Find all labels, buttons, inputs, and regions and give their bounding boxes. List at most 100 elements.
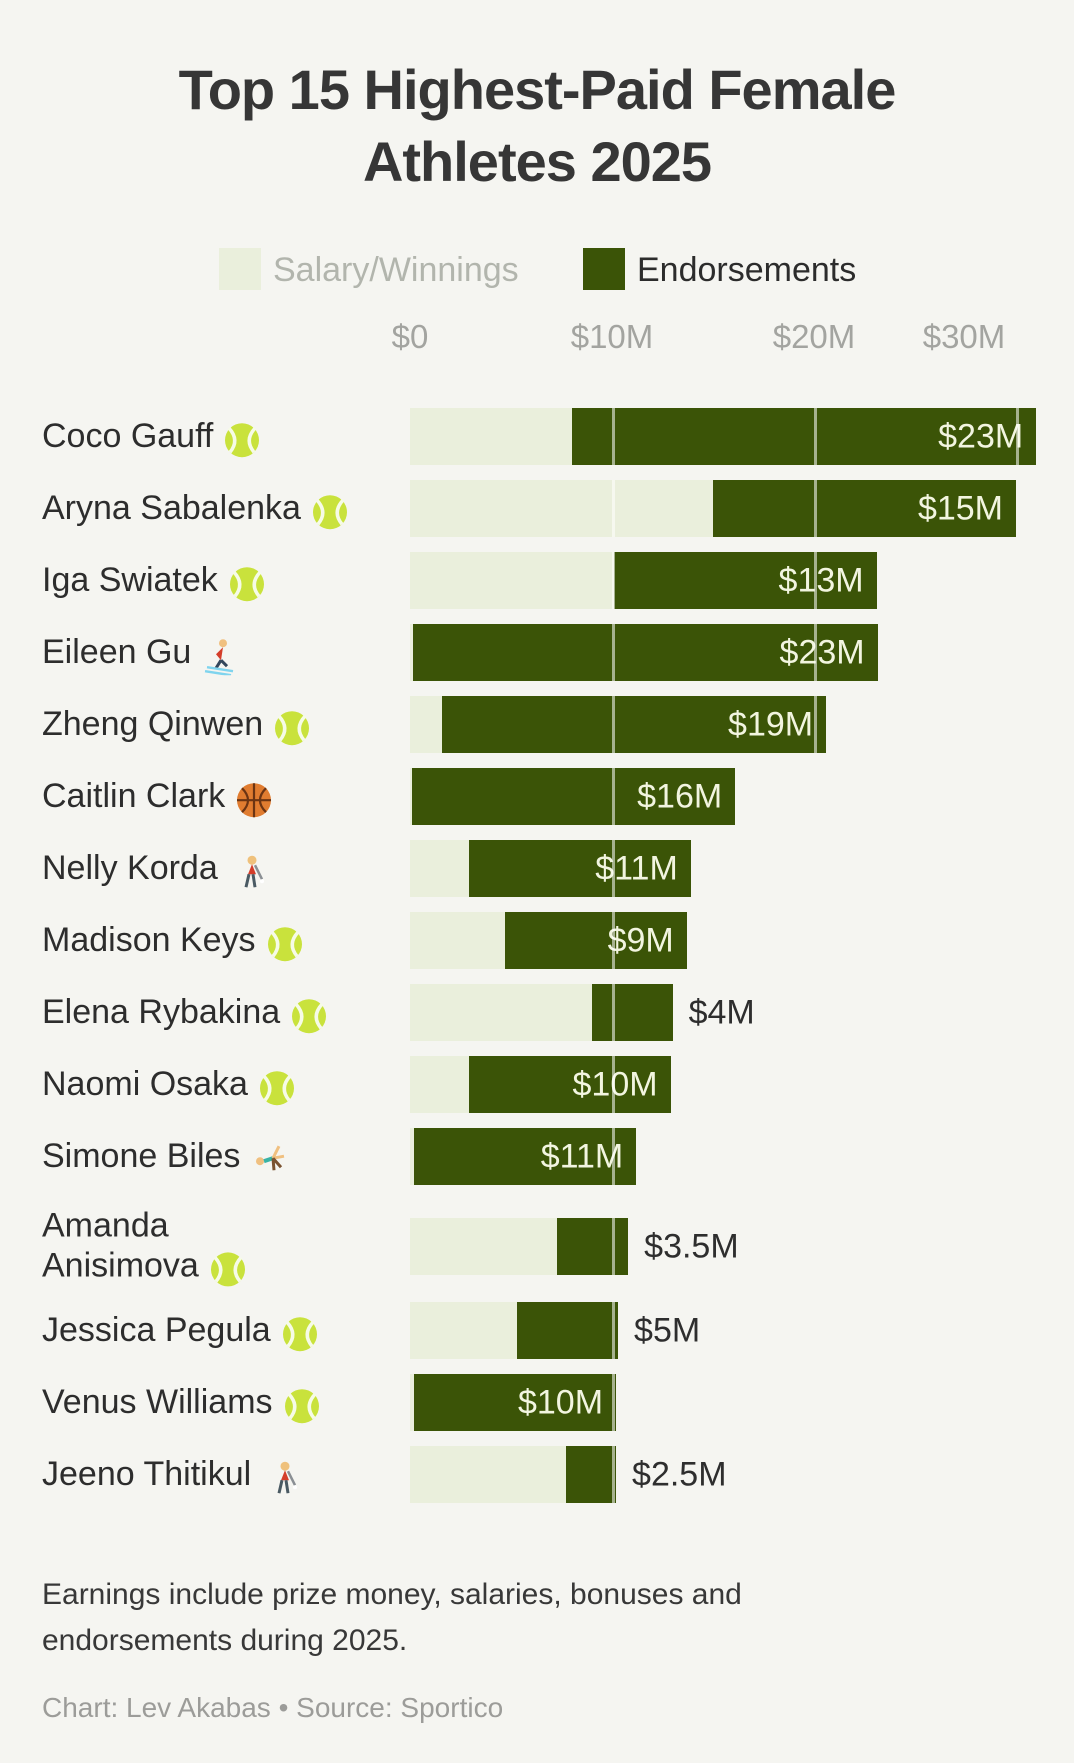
athlete-name: Aryna Sabalenka	[42, 488, 349, 531]
gridline	[612, 408, 615, 465]
athlete-name: Eileen Gu	[42, 632, 239, 676]
salary-bar-segment	[410, 696, 443, 753]
salary-legend-label: Salary/Winnings	[273, 251, 519, 289]
athlete-name-text: Jessica Pegula	[42, 1310, 271, 1349]
salary-swatch	[219, 248, 261, 290]
salary-bar-segment	[410, 768, 413, 825]
athlete-name-text: Zheng Qinwen	[42, 704, 264, 743]
endorsements-value-label: $23M	[779, 633, 865, 671]
salary-bar-segment	[410, 1302, 518, 1359]
endorsements-value-label: $4M	[688, 993, 755, 1031]
endorsements-bar-segment: $19M	[442, 696, 827, 753]
athlete-name-text: Jeeno Thitikul	[42, 1454, 252, 1493]
athlete-row: Jessica Pegula $5M	[0, 1302, 1074, 1359]
endorsements-value-label: $16M	[637, 777, 723, 815]
legend: Salary/Winnings Endorsements	[0, 248, 1074, 294]
athlete-row: Amanda Anisimova $3.5M	[0, 1206, 1074, 1286]
gridline	[814, 408, 817, 465]
athlete-name: Zheng Qinwen	[42, 704, 311, 747]
gridline	[612, 552, 615, 609]
athlete-name: Elena Rybakina	[42, 992, 328, 1033]
endorsements-bar-segment: $9M	[504, 912, 687, 969]
endorsements-bar-segment	[557, 1218, 629, 1275]
tennis-ball-icon	[228, 565, 266, 603]
woman-golfing-icon	[261, 1459, 299, 1497]
athlete-name: Venus Williams	[42, 1382, 321, 1425]
athlete-name: Iga Swiatek	[42, 560, 266, 603]
gridline	[612, 1374, 615, 1431]
endorsements-value-label: $11M	[595, 849, 678, 887]
athlete-row: Aryna Sabalenka $15M	[0, 480, 1074, 537]
source-credit: Chart: Lev Akabas • Source: Sportico	[42, 1692, 504, 1723]
tennis-ball-icon	[273, 709, 311, 747]
athlete-name: Jessica Pegula	[42, 1310, 319, 1351]
gridline	[612, 1128, 615, 1185]
endorsements-value-label: $2.5M	[632, 1455, 727, 1493]
athlete-name: Caitlin Clark	[42, 776, 273, 819]
endorsements-bar-segment: $10M	[414, 1374, 617, 1431]
salary-bar-segment	[410, 1218, 558, 1275]
gridline	[612, 1446, 615, 1503]
salary-bar-segment	[410, 408, 572, 465]
endorsements-value-label: $23M	[938, 417, 1024, 455]
athlete-name-text: Amanda Anisimova	[42, 1205, 199, 1284]
athlete-name-text: Coco Gauff	[42, 416, 214, 455]
athlete-row: Caitlin Clark $16M	[0, 768, 1074, 825]
gridline	[612, 1302, 615, 1359]
gridline	[612, 768, 615, 825]
chart-title: Top 15 Highest-Paid Female Athletes 2025	[178, 57, 897, 193]
athlete-name: Madison Keys	[42, 920, 304, 963]
athlete-row: Iga Swiatek $13M	[0, 552, 1074, 609]
endorsements-bar-segment: $11M	[414, 1128, 637, 1185]
tennis-ball-icon	[311, 493, 349, 531]
athlete-name-text: Aryna Sabalenka	[42, 488, 301, 527]
athlete-row: Simone Biles $11M	[0, 1128, 1074, 1185]
endorsements-value-label: $3.5M	[644, 1227, 739, 1265]
athlete-row: Eileen Gu $23M	[0, 624, 1074, 681]
athlete-name-text: Simone Biles	[42, 1136, 241, 1175]
tennis-ball-icon	[283, 1387, 321, 1425]
tennis-ball-icon	[258, 1069, 296, 1107]
footnote: Earnings include prize money, salaries, …	[42, 1578, 742, 1657]
athlete-name: Amanda Anisimova	[42, 1205, 247, 1286]
salary-bar-segment	[410, 1056, 469, 1113]
salary-bar-segment	[410, 480, 713, 537]
x-tick-label: $20M	[772, 318, 856, 355]
athlete-name-text: Iga Swiatek	[42, 560, 218, 599]
tennis-ball-icon	[266, 925, 304, 963]
athlete-name-text: Naomi Osaka	[42, 1064, 248, 1103]
endorsements-bar-segment: $11M	[468, 840, 691, 897]
x-axis: $0 $10M $20M $30M	[0, 318, 1074, 358]
gridline	[612, 1056, 615, 1113]
salary-bar-segment	[410, 984, 592, 1041]
athlete-row: Zheng Qinwen $19M	[0, 696, 1074, 753]
endorsements-bar-segment	[565, 1446, 617, 1503]
salary-bar-segment	[410, 624, 414, 681]
endorsements-swatch	[583, 248, 625, 290]
basketball-icon	[235, 781, 273, 819]
endorsements-bar-segment: $23M	[413, 624, 878, 681]
salary-bar-segment	[410, 1374, 415, 1431]
endorsements-bar-segment	[517, 1302, 619, 1359]
gridline	[612, 480, 615, 537]
salary-bar-segment	[410, 552, 615, 609]
gridline	[612, 840, 615, 897]
skier-icon	[201, 637, 239, 676]
endorsements-bar-segment: $16M	[412, 768, 736, 825]
athlete-name-text: Caitlin Clark	[42, 776, 226, 815]
salary-bar-segment	[410, 840, 469, 897]
salary-bar-segment	[410, 1128, 415, 1185]
endorsements-value-label: $19M	[728, 705, 814, 743]
athlete-name: Jeeno Thitikul	[42, 1454, 299, 1494]
gridline	[814, 696, 817, 753]
gridline	[814, 624, 817, 681]
gridline	[1016, 408, 1019, 465]
athlete-name: Nelly Korda	[42, 848, 266, 888]
gridline	[612, 984, 615, 1041]
athlete-row: Naomi Osaka $10M	[0, 1056, 1074, 1113]
endorsements-value-label: $13M	[778, 561, 864, 599]
endorsements-bar-segment	[591, 984, 673, 1041]
salary-bar-segment	[410, 1446, 566, 1503]
woman-golfing-icon	[228, 853, 266, 891]
